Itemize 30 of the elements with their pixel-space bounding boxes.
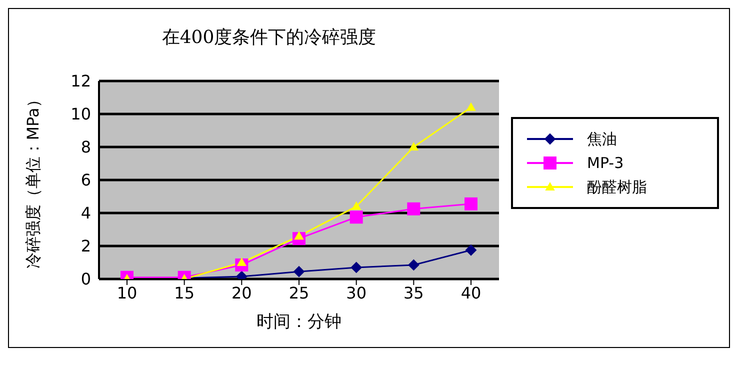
point [409,142,418,150]
x-tick-label: 25 [288,283,310,302]
y-tick-label: 4 [80,204,91,223]
y-tick-label: 6 [80,170,91,190]
point [407,202,420,216]
y-tick-label: 8 [80,138,91,157]
x-tick-label: 40 [460,283,482,302]
point [294,266,304,278]
legend-label: MP-3 [587,154,624,172]
y-tick-label: 0 [80,270,91,289]
y-tick-label: 10 [70,104,91,124]
x-tick-label: 20 [231,283,252,302]
chart-title: 在400度条件下的冷碎强度 [160,26,378,49]
point [408,259,420,270]
point [466,244,476,256]
x-tick-label: 35 [403,283,424,302]
legend-label: 焦油 [587,130,617,148]
point [350,210,363,224]
x-tick-label: 30 [346,283,367,302]
point [466,102,476,111]
y-tick-label: 2 [80,236,91,256]
y-axis-title: 冷碎强度（单位：MPa） [24,92,43,268]
x-tick-label: 10 [116,283,138,302]
legend-label: 酚醛树脂 [587,178,647,196]
x-axis-title: 时间：分钟 [256,312,342,332]
x-tick-label: 15 [174,283,195,302]
y-tick-label: 12 [70,72,91,91]
point [350,262,362,273]
point [464,197,478,210]
point [352,202,361,210]
